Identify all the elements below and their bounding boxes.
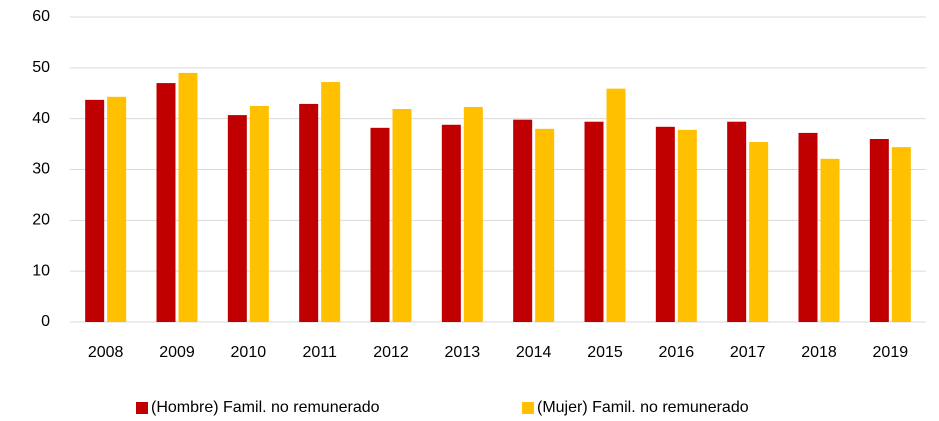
bar xyxy=(178,72,198,323)
legend-label: (Mujer) Famil. no remunerado xyxy=(537,399,749,416)
x-tick-label: 2018 xyxy=(801,344,837,361)
bar xyxy=(299,103,319,322)
x-tick-label: 2015 xyxy=(587,344,623,361)
x-tick-label: 2016 xyxy=(659,344,695,361)
bar xyxy=(535,128,555,322)
x-tick-label: 2008 xyxy=(88,344,124,361)
y-tick-label: 60 xyxy=(32,8,50,25)
x-tick-label: 2012 xyxy=(373,344,409,361)
x-tick-label: 2019 xyxy=(873,344,909,361)
bar xyxy=(441,124,461,323)
legend-key xyxy=(136,402,148,414)
bar xyxy=(606,88,626,322)
bar xyxy=(677,129,697,322)
legend-key xyxy=(522,402,534,414)
x-tick-label: 2013 xyxy=(445,344,481,361)
legend-label: (Hombre) Famil. no remunerado xyxy=(151,399,380,416)
bar xyxy=(321,82,341,322)
bar xyxy=(85,99,105,322)
x-tick-label: 2009 xyxy=(159,344,195,361)
bar xyxy=(513,119,533,322)
bar xyxy=(655,126,675,322)
x-tick-label: 2017 xyxy=(730,344,766,361)
bar xyxy=(727,121,747,322)
y-tick-label: 0 xyxy=(41,313,50,330)
bar xyxy=(392,109,412,322)
bar xyxy=(869,139,889,322)
bar xyxy=(463,106,483,322)
bar xyxy=(891,147,911,322)
y-tick-label: 10 xyxy=(32,262,50,279)
y-tick-label: 50 xyxy=(32,59,50,76)
bar xyxy=(156,83,176,322)
bar xyxy=(107,96,127,322)
y-tick-label: 30 xyxy=(32,161,50,178)
y-tick-label: 20 xyxy=(32,212,50,229)
bar xyxy=(798,132,818,322)
bar xyxy=(370,127,390,322)
x-tick-label: 2010 xyxy=(231,344,267,361)
bar xyxy=(249,105,269,322)
bar xyxy=(749,142,769,322)
bar xyxy=(227,115,247,322)
x-tick-label: 2011 xyxy=(302,344,337,361)
bar xyxy=(584,121,604,322)
y-tick-label: 40 xyxy=(32,110,50,127)
bar xyxy=(820,158,840,322)
x-tick-label: 2014 xyxy=(516,344,552,361)
